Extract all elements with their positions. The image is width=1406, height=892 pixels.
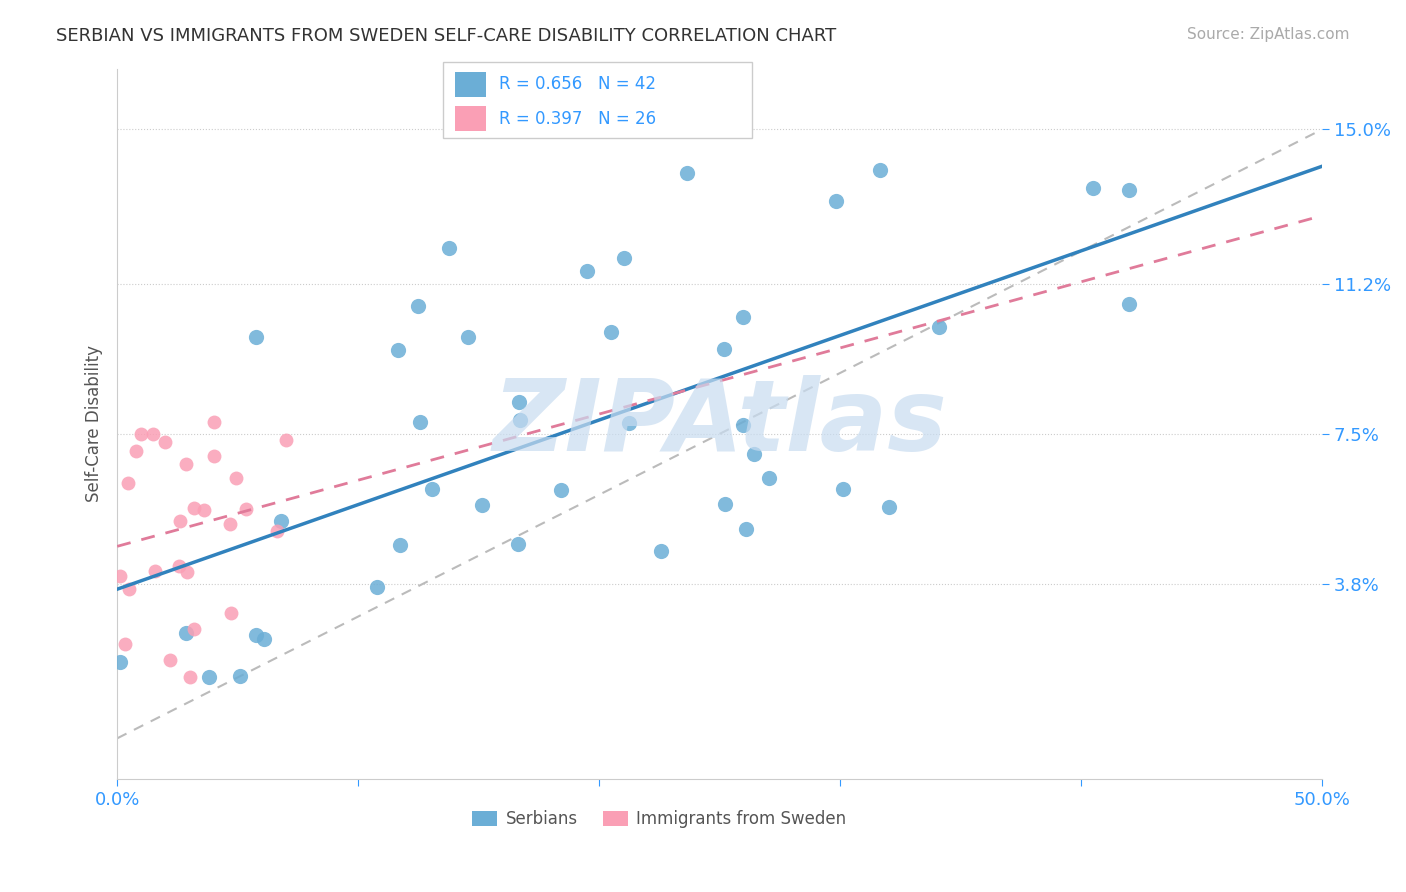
Point bbox=[928, 320, 950, 334]
Point bbox=[676, 166, 699, 180]
Point bbox=[193, 503, 215, 517]
Point bbox=[650, 544, 672, 558]
Point bbox=[742, 447, 765, 461]
Point bbox=[1118, 183, 1140, 197]
Point bbox=[600, 326, 623, 340]
Point bbox=[179, 670, 201, 684]
Point bbox=[409, 415, 432, 429]
Point bbox=[550, 483, 572, 497]
Point bbox=[1118, 297, 1140, 311]
Text: R = 0.397   N = 26: R = 0.397 N = 26 bbox=[499, 110, 655, 128]
Point bbox=[869, 163, 891, 178]
Y-axis label: Self-Care Disability: Self-Care Disability bbox=[86, 345, 103, 502]
FancyBboxPatch shape bbox=[443, 62, 752, 138]
Point bbox=[758, 471, 780, 485]
Point bbox=[114, 637, 136, 651]
Point bbox=[731, 418, 754, 433]
Point bbox=[235, 502, 257, 516]
Point bbox=[270, 514, 292, 528]
Legend: Serbians, Immigrants from Sweden: Serbians, Immigrants from Sweden bbox=[465, 803, 853, 835]
Point bbox=[734, 522, 756, 536]
Text: R = 0.656   N = 42: R = 0.656 N = 42 bbox=[499, 76, 655, 94]
Point bbox=[613, 252, 636, 266]
Point bbox=[174, 457, 197, 471]
Point bbox=[508, 395, 530, 409]
Point bbox=[167, 559, 190, 574]
Point bbox=[731, 310, 754, 325]
FancyBboxPatch shape bbox=[456, 106, 486, 130]
Point bbox=[219, 516, 242, 531]
Point bbox=[457, 330, 479, 344]
Point bbox=[143, 564, 166, 578]
Point bbox=[509, 413, 531, 427]
Point bbox=[198, 670, 221, 684]
Point bbox=[125, 443, 148, 458]
Point bbox=[253, 632, 276, 646]
Point bbox=[118, 582, 141, 596]
Point bbox=[204, 449, 226, 463]
Point bbox=[266, 524, 288, 538]
Point bbox=[129, 426, 152, 441]
Point bbox=[831, 482, 853, 496]
Point bbox=[142, 426, 165, 441]
Point bbox=[617, 417, 640, 431]
Text: Source: ZipAtlas.com: Source: ZipAtlas.com bbox=[1187, 27, 1350, 42]
Point bbox=[1081, 180, 1104, 194]
Point bbox=[176, 566, 198, 580]
Point bbox=[387, 343, 409, 357]
Point bbox=[437, 241, 460, 255]
Point bbox=[117, 476, 139, 491]
Point bbox=[221, 606, 243, 620]
Point bbox=[108, 569, 131, 583]
Point bbox=[202, 415, 225, 429]
Point bbox=[713, 497, 735, 511]
Point bbox=[877, 500, 900, 515]
Point bbox=[388, 538, 411, 552]
Point bbox=[713, 343, 735, 357]
Point bbox=[155, 435, 177, 450]
Point bbox=[183, 500, 205, 515]
Point bbox=[225, 471, 247, 485]
Point bbox=[824, 194, 846, 208]
Point bbox=[366, 580, 388, 594]
Text: ZIPAtlas: ZIPAtlas bbox=[492, 376, 948, 472]
Point bbox=[245, 628, 267, 642]
Point bbox=[108, 656, 131, 670]
Text: SERBIAN VS IMMIGRANTS FROM SWEDEN SELF-CARE DISABILITY CORRELATION CHART: SERBIAN VS IMMIGRANTS FROM SWEDEN SELF-C… bbox=[56, 27, 837, 45]
Point bbox=[576, 264, 599, 278]
Point bbox=[245, 330, 267, 344]
Point bbox=[406, 299, 429, 313]
Point bbox=[229, 668, 252, 682]
Point bbox=[420, 482, 443, 496]
Point bbox=[274, 434, 297, 448]
Point bbox=[506, 536, 529, 550]
FancyBboxPatch shape bbox=[456, 72, 486, 96]
Point bbox=[159, 652, 181, 666]
Point bbox=[174, 625, 197, 640]
Point bbox=[169, 514, 191, 528]
Point bbox=[183, 623, 205, 637]
Point bbox=[471, 499, 494, 513]
